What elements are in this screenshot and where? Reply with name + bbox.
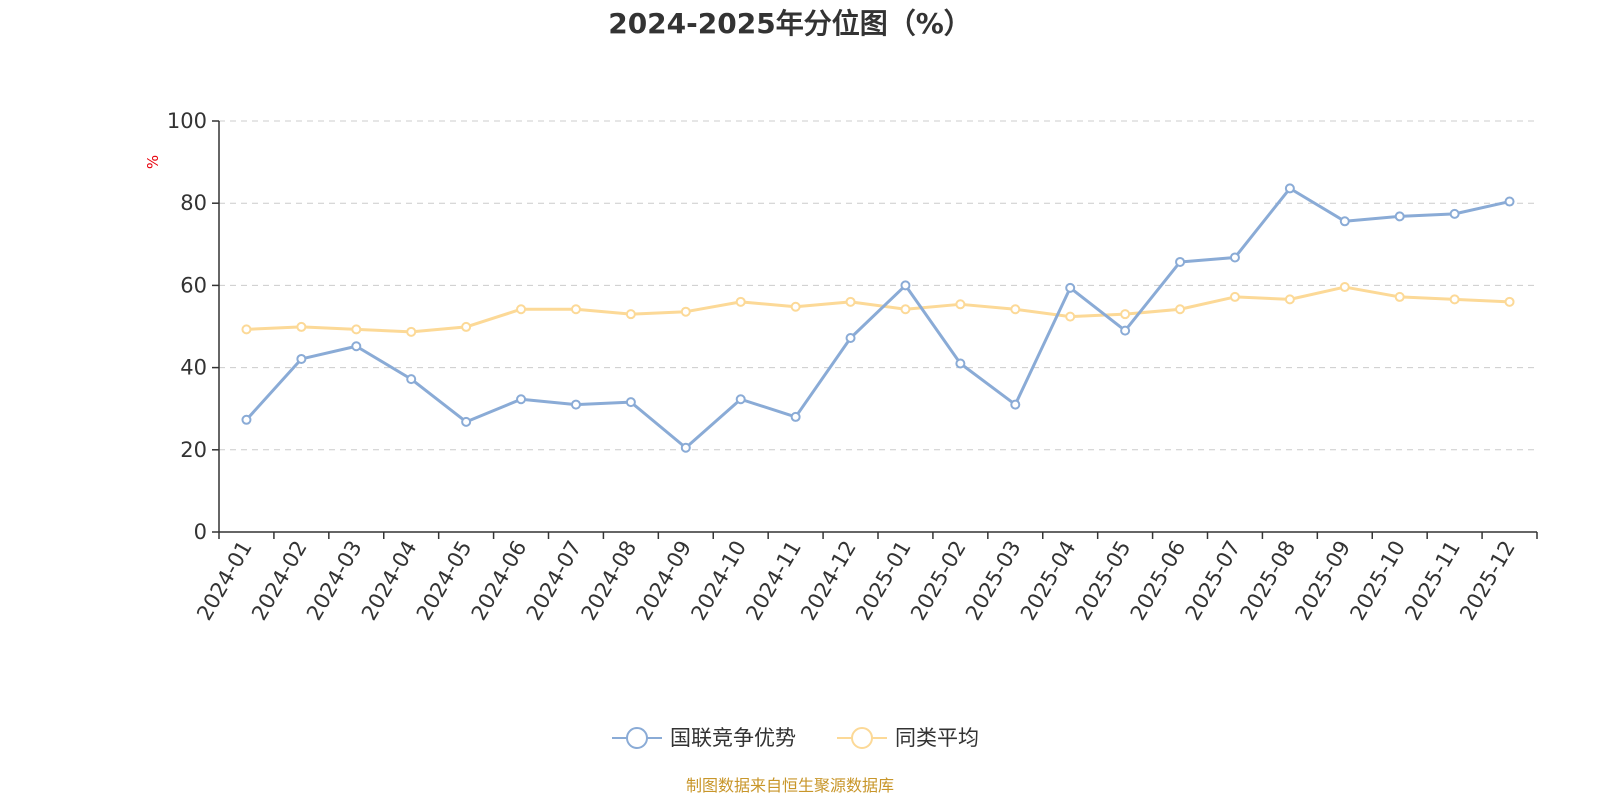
data-point <box>570 304 581 315</box>
data-point <box>1229 252 1240 263</box>
data-point <box>845 333 856 344</box>
axes: 0204060801002024-012024-022024-032024-04… <box>167 109 1538 625</box>
data-point <box>461 416 472 427</box>
data-point <box>1504 196 1515 207</box>
data-point <box>1175 256 1186 267</box>
data-point <box>680 306 691 317</box>
data-point <box>1120 325 1131 336</box>
data-point <box>1284 183 1295 194</box>
data-point <box>241 324 252 335</box>
data-point <box>461 321 472 332</box>
series-lines <box>241 183 1515 453</box>
y-axis-unit-label: % <box>144 155 162 169</box>
data-point <box>1504 296 1515 307</box>
data-point <box>516 304 527 315</box>
data-point <box>955 299 966 310</box>
data-point <box>1175 304 1186 315</box>
legend-label: 同类平均 <box>895 726 979 750</box>
data-point <box>1120 309 1131 320</box>
legend-item[interactable]: 国联竞争优势 <box>612 726 796 750</box>
data-point <box>735 394 746 405</box>
data-point <box>1394 211 1405 222</box>
data-point <box>1284 294 1295 305</box>
data-point <box>625 397 636 408</box>
y-tick-label: 0 <box>194 520 207 544</box>
data-point <box>900 304 911 315</box>
legend-label: 国联竞争优势 <box>670 726 796 750</box>
y-tick-label: 20 <box>180 438 207 462</box>
series-line <box>244 186 1512 450</box>
data-point <box>351 324 362 335</box>
y-tick-label: 40 <box>180 356 207 380</box>
data-point <box>1339 282 1350 293</box>
y-tick-label: 60 <box>180 273 207 297</box>
legend-marker-icon <box>626 727 648 749</box>
data-point <box>680 442 691 453</box>
gridlines <box>219 120 1537 451</box>
data-point <box>296 353 307 364</box>
data-point <box>296 321 307 332</box>
data-point <box>1394 291 1405 302</box>
data-point <box>406 374 417 385</box>
data-point <box>1449 208 1460 219</box>
data-point <box>351 341 362 352</box>
data-point <box>1010 399 1021 410</box>
y-tick-label: 80 <box>180 191 207 215</box>
data-point <box>790 301 801 312</box>
source-note: 制图数据来自恒生聚源数据库 <box>686 776 894 795</box>
data-point <box>1065 282 1076 293</box>
data-point <box>1229 291 1240 302</box>
data-point <box>241 414 252 425</box>
legend-marker-icon <box>851 727 873 749</box>
chart-title: 2024-2025年分位图（%） <box>608 7 972 40</box>
data-point <box>845 296 856 307</box>
data-point <box>570 399 581 410</box>
data-point <box>406 326 417 337</box>
legend-item[interactable]: 同类平均 <box>837 726 979 750</box>
legend[interactable]: 国联竞争优势 同类平均 <box>612 726 979 750</box>
data-point <box>1065 311 1076 322</box>
data-point <box>1010 304 1021 315</box>
data-point <box>735 296 746 307</box>
x-tick-label: 2025-12 <box>1455 537 1520 625</box>
y-tick-label: 100 <box>167 109 207 133</box>
data-point <box>790 411 801 422</box>
data-point <box>1449 294 1460 305</box>
data-point <box>516 394 527 405</box>
data-point <box>900 280 911 291</box>
data-point <box>955 358 966 369</box>
series-line <box>244 285 1512 334</box>
data-point <box>1339 216 1350 227</box>
data-point <box>625 309 636 320</box>
